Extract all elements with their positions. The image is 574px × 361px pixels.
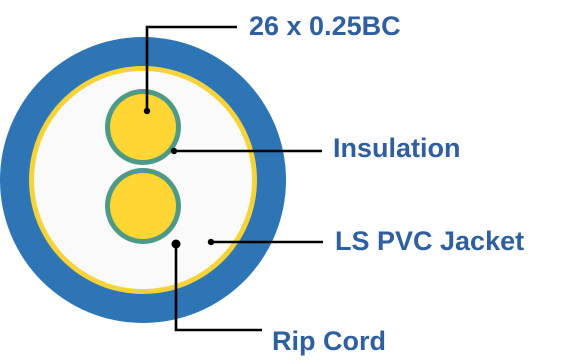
upper-conductor-core (110, 94, 176, 160)
rip-cord-dot (171, 239, 181, 249)
jacket-label: LS PVC Jacket (335, 226, 525, 256)
lower-conductor-core (110, 173, 176, 239)
insulation-label: Insulation (333, 133, 461, 163)
jacket-leader-dot (207, 238, 215, 246)
insulation-leader-dot (170, 147, 178, 155)
conductor-leader-line (145, 25, 237, 109)
conductor-label: 26 x 0.25BC (249, 11, 401, 41)
leader-lines (145, 25, 323, 332)
conductor-leader-dot (143, 107, 151, 115)
rip-cord-leader-line (174, 248, 262, 332)
rip-cord-label: Rip Cord (272, 326, 386, 356)
